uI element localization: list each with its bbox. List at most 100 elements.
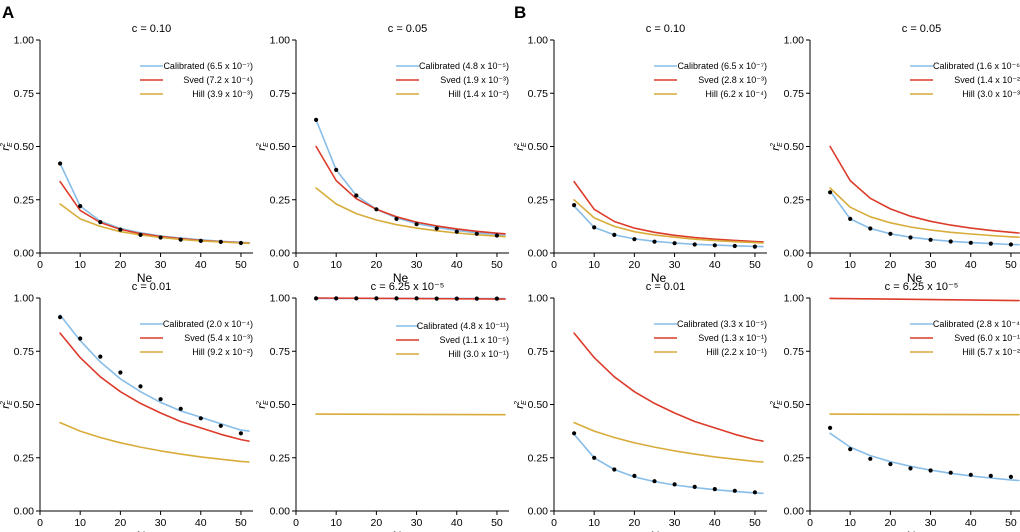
x-tick-label: 40 xyxy=(451,259,463,271)
y-label-sup: 2 xyxy=(514,401,521,406)
data-point xyxy=(632,237,637,242)
x-axis-label: Ne xyxy=(137,271,153,285)
data-point xyxy=(752,244,758,249)
data-point xyxy=(928,468,933,473)
x-tick-label: 0 xyxy=(551,259,557,271)
data-point xyxy=(238,431,243,436)
data-point xyxy=(494,296,499,301)
y-axis-label-text: r2E xyxy=(770,142,784,151)
series-line-hill xyxy=(315,413,506,416)
data-point xyxy=(652,479,657,484)
series-line-sved xyxy=(829,145,1020,234)
series-line-sved xyxy=(59,332,250,442)
data-point xyxy=(178,406,183,411)
y-tick-label: 0.75 xyxy=(14,88,35,100)
x-tick-label: 30 xyxy=(155,517,167,529)
y-tick-label: 0.25 xyxy=(270,194,291,206)
series-line-hill xyxy=(573,421,764,463)
data-point xyxy=(394,296,399,301)
legend-label-sved: Sved (6.0 x 10⁻¹) xyxy=(954,333,1020,343)
legend-label-calibrated: Calibrated (6.5 x 10⁻⁷) xyxy=(677,61,767,71)
data-point xyxy=(374,207,379,212)
series-line-sved xyxy=(573,332,764,442)
data-point xyxy=(158,397,163,402)
y-tick-label: 0.50 xyxy=(784,141,805,153)
series-line-calibrated xyxy=(573,433,764,495)
data-point xyxy=(848,447,853,452)
data-point xyxy=(632,473,637,478)
data-point xyxy=(394,216,399,221)
y-tick-label: 1.00 xyxy=(14,293,35,305)
x-tick-label: 10 xyxy=(588,517,600,529)
x-tick-label: 0 xyxy=(293,517,299,529)
y-label-r: r xyxy=(770,404,782,409)
data-point xyxy=(474,231,479,236)
legend-label-hill: Hill (1.4 x 10⁻²) xyxy=(448,89,509,99)
x-tick-label: 50 xyxy=(1005,517,1017,529)
x-tick-label: 0 xyxy=(37,259,43,271)
data-point xyxy=(494,233,499,238)
legend-label-sved: Sved (1.9 x 10⁻³) xyxy=(440,75,509,85)
y-label-sub: E xyxy=(7,142,14,147)
y-tick-label: 0.00 xyxy=(270,248,291,260)
series-line-hill xyxy=(59,203,250,245)
y-axis-label: r2E xyxy=(514,142,528,151)
y-label-r: r xyxy=(770,146,782,151)
y-tick-label: 1.00 xyxy=(528,293,549,305)
panel-letter-a: A xyxy=(2,3,14,22)
y-label-r: r xyxy=(514,404,526,409)
data-point xyxy=(888,231,893,236)
y-tick-label: 0.50 xyxy=(14,399,35,411)
chart-title: c = 0.01 xyxy=(646,281,685,293)
y-tick-label: 0.50 xyxy=(270,399,291,411)
x-tick-label: 30 xyxy=(155,259,167,271)
x-tick-label: 0 xyxy=(37,517,43,529)
series-line-sved xyxy=(315,145,506,235)
data-point xyxy=(612,232,617,237)
y-tick-label: 0.75 xyxy=(14,346,35,358)
y-tick-label: 0.00 xyxy=(784,506,805,518)
y-tick-label: 0.75 xyxy=(784,346,805,358)
series-line-hill xyxy=(829,187,1020,238)
data-point xyxy=(868,456,873,461)
y-tick-label: 0.75 xyxy=(784,88,805,100)
x-tick-label: 10 xyxy=(588,259,600,271)
data-point xyxy=(218,239,223,244)
data-point xyxy=(592,455,597,460)
x-tick-label: 20 xyxy=(115,259,127,271)
data-point xyxy=(712,243,717,248)
x-tick-label: 10 xyxy=(74,517,86,529)
legend-label-calibrated: Calibrated (2.8 x 10⁻⁴) xyxy=(933,319,1020,329)
legend-label-hill: Hill (3.0 x 10⁻³) xyxy=(962,89,1020,99)
x-axis-label: Ne xyxy=(907,271,923,285)
data-point xyxy=(58,315,63,320)
y-axis-label-text: r2E xyxy=(514,400,528,409)
series-line-sved xyxy=(315,297,506,300)
data-point xyxy=(988,241,993,246)
y-tick-label: 0.00 xyxy=(270,506,291,518)
x-tick-label: 0 xyxy=(807,259,813,271)
x-tick-label: 40 xyxy=(965,259,977,271)
x-tick-label: 20 xyxy=(885,259,897,271)
legend-label-hill: Hill (3.9 x 10⁻³) xyxy=(192,89,253,99)
y-tick-label: 0.75 xyxy=(270,88,291,100)
y-tick-label: 0.50 xyxy=(784,399,805,411)
y-axis-label: r2E xyxy=(514,400,528,409)
y-tick-label: 0.00 xyxy=(784,248,805,260)
chart-title: c = 0.10 xyxy=(132,23,171,35)
x-axis-label: Ne xyxy=(137,529,153,532)
data-point xyxy=(414,222,419,227)
y-axis-label-text: r2E xyxy=(256,142,270,151)
data-point xyxy=(98,354,103,359)
data-point xyxy=(848,216,853,221)
data-point xyxy=(58,161,63,166)
series-line-sved xyxy=(573,180,764,243)
data-point xyxy=(1008,474,1014,479)
x-tick-label: 50 xyxy=(491,259,503,271)
